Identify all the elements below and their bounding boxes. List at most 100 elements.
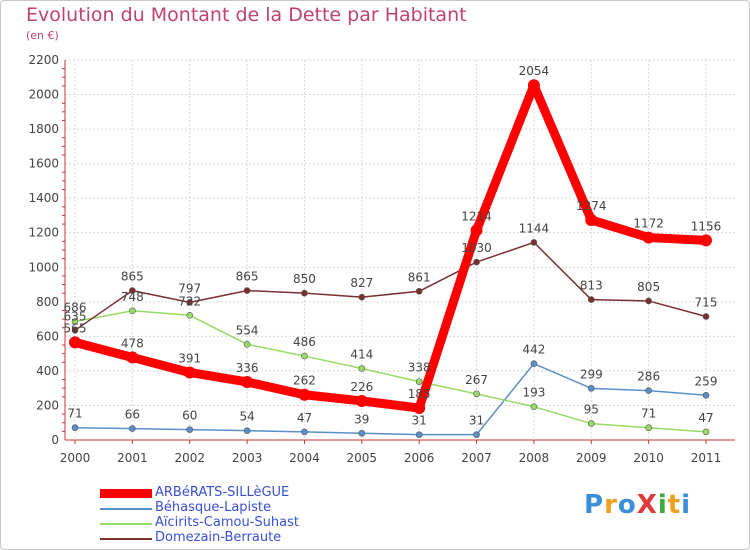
series-line-3 [70,80,711,413]
data-point [415,378,423,385]
data-point [301,428,308,436]
data-point [129,307,136,315]
x-tick-label: 2003 [232,451,263,465]
logo-letter: X [636,490,658,520]
logo-letter: o [617,490,637,520]
data-label: 299 [580,367,603,381]
data-label: 54 [239,410,254,424]
y-tick-label: 1000 [28,260,59,274]
data-label: 805 [637,280,660,294]
logo-letter: t [667,490,682,520]
series-line-1 [74,310,707,433]
data-point [645,424,652,432]
legend-label: Aïcirits-Camou-Suhast [155,515,299,530]
series-line-2 [74,241,707,332]
data-point [186,299,194,306]
data-point [470,224,483,237]
data-label: 850 [293,272,316,286]
data-point [243,427,251,434]
data-label: 486 [293,335,316,349]
data-label: 565 [64,321,87,335]
data-point [413,402,426,415]
x-tick-label: 2000 [60,451,91,465]
data-point [126,351,139,364]
data-label: 338 [408,361,431,375]
data-point [183,366,196,379]
data-point [358,429,366,437]
data-label: 1144 [519,221,550,235]
data-point [702,391,710,399]
data-label: 478 [121,336,144,350]
data-label: 827 [350,276,373,290]
logo-letter: r [604,490,618,520]
data-point [415,431,423,438]
legend-swatch [100,489,152,498]
data-point [587,296,595,303]
data-point [645,387,652,394]
data-point [530,403,538,410]
data-point [530,239,538,246]
data-point [301,289,308,297]
data-label: 60 [182,409,197,423]
data-label: 442 [522,343,545,357]
legend-label: Domezain-Berraute [155,530,282,545]
data-label: 286 [637,370,660,384]
x-tick-label: 2002 [174,451,205,465]
data-label: 2054 [519,64,550,78]
data-point [645,297,652,305]
data-point [129,425,136,432]
legend-swatch [100,538,152,540]
data-label: 31 [469,414,484,428]
series-line-0 [74,362,707,436]
chart-title: Evolution du Montant de la Dette par Hab… [26,4,467,26]
y-tick-label: 2200 [28,53,59,67]
logo-letter: i [681,490,692,520]
data-point [473,390,480,398]
data-point [71,327,79,334]
y-tick-label: 2000 [28,88,59,102]
data-point [243,341,251,348]
data-label: 865 [121,270,144,284]
data-point [241,375,254,388]
data-label: 267 [465,373,488,387]
data-point [298,388,311,401]
data-point [642,231,655,244]
y-tick-label: 1600 [28,157,59,171]
data-point [473,258,480,266]
data-label: 748 [121,290,144,304]
data-label: 1030 [461,241,492,255]
y-tick-label: 200 [36,398,59,412]
x-tick-label: 2006 [404,451,435,465]
y-tick-label: 1200 [28,226,59,240]
x-tick-label: 2011 [691,451,722,465]
data-label: 47 [297,411,312,425]
data-label: 226 [350,380,373,394]
data-point [587,385,595,392]
data-label: 1156 [691,219,722,233]
data-point [358,365,366,372]
data-point [530,360,538,367]
data-label: 635 [64,309,87,323]
data-label: 722 [178,294,201,308]
data-label: 391 [178,351,201,365]
x-tick-label: 2005 [347,451,378,465]
chart-subtitle: (en €) [26,29,59,42]
data-label: 66 [125,408,140,422]
data-point [355,394,368,407]
data-label: 336 [236,361,259,375]
data-point [702,313,710,320]
plot-area [65,60,735,440]
data-label: 185 [408,387,431,401]
x-tick-label: 2004 [289,451,320,465]
y-tick-label: 400 [36,364,59,378]
logo-letter: i [657,490,668,520]
data-label: 1214 [461,209,492,223]
data-label: 47 [698,411,713,425]
data-label: 1172 [633,217,664,231]
data-label: 865 [236,270,259,284]
data-point [415,287,423,295]
y-tick-label: 800 [36,295,59,309]
data-label: 715 [695,296,718,310]
data-point [700,234,712,247]
